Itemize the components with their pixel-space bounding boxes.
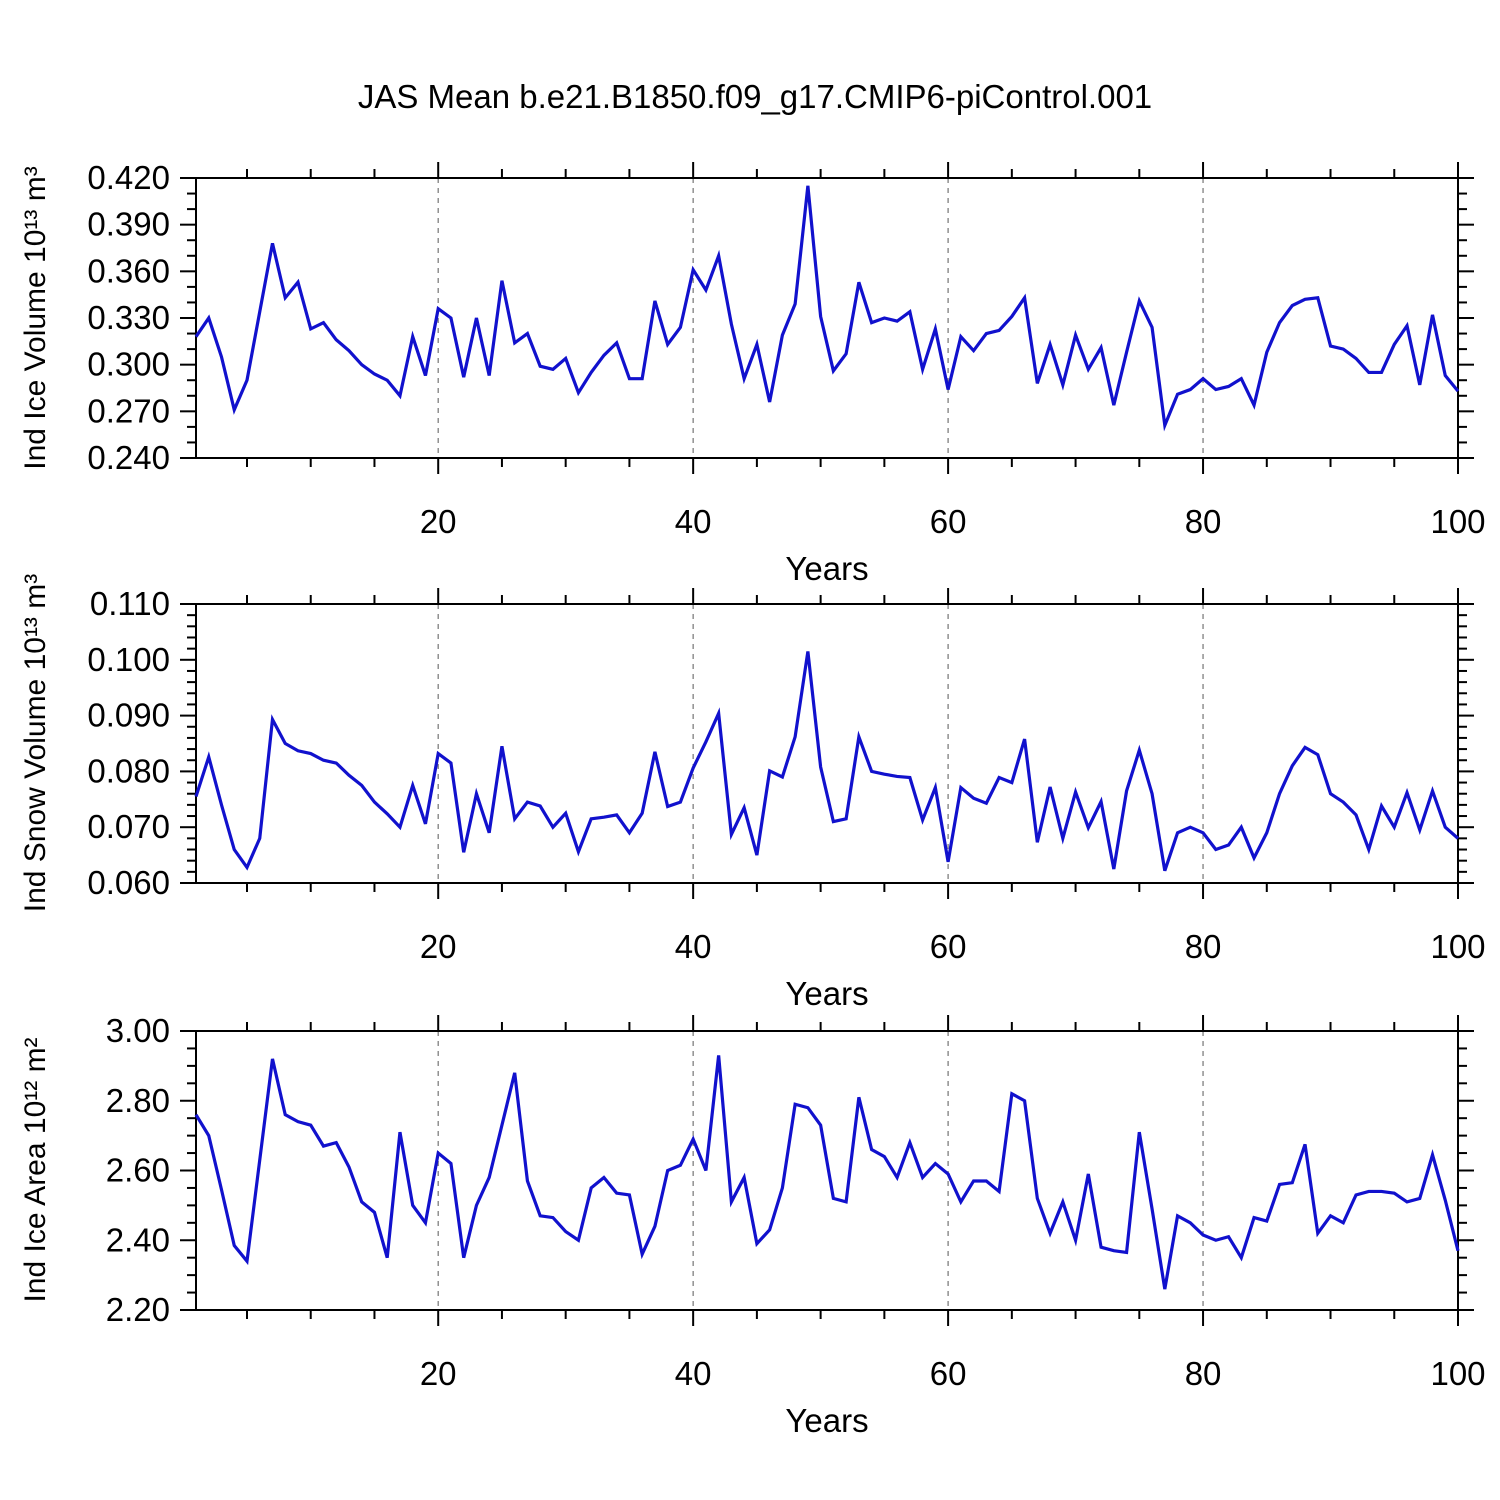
panel-3-series-line [194, 1055, 1460, 1290]
panel-2-series-line [194, 651, 1460, 872]
panel-1-x-axis-label: Years [785, 550, 869, 587]
panel-2-plot: 20 40 60 80 100 0.060 0.070 0.080 0.090 0.100 0.11… [87, 585, 1485, 965]
panel-1-y-tick-label-0.360: 0.360 [87, 252, 170, 289]
panel-1-y-tick-label-0.390: 0.390 [87, 206, 170, 243]
panel-2-x-tick-label-100: 100 [1430, 928, 1485, 965]
chart-title: JAS Mean b.e21.B1850.f09_g17.CMIP6-piCon… [357, 78, 1153, 115]
panel-2-x-tick-label-40: 40 [675, 928, 712, 965]
panel-2-x-tick-label-80: 80 [1185, 928, 1222, 965]
panel-3-x-tick-label-60: 60 [930, 1355, 967, 1392]
panel-1-y-tick-label-0.330: 0.330 [87, 299, 170, 336]
panel-3-y-tick-label-3.00: 3.00 [106, 1012, 170, 1049]
panel-2-y-tick-label-0.110: 0.110 [90, 585, 170, 622]
panel-2-y-tick-label-0.100: 0.100 [87, 641, 170, 678]
panel-3-x-tick-label-20: 20 [420, 1355, 457, 1392]
panel-3-x-tick-label-40: 40 [675, 1355, 712, 1392]
panel-1-x-tick-label-20: 20 [420, 503, 457, 540]
panel-2-x-axis-label: Years [785, 975, 869, 1012]
panel-3-x-axis-label: Years [785, 1402, 869, 1439]
panel-3-plot: 20 40 60 80 100 2.20 2.40 2.60 2.80 3.00 [106, 1012, 1486, 1392]
panel-2-x-tick-label-20: 20 [420, 928, 457, 965]
panel-3-y-tick-label-2.60: 2.60 [106, 1152, 170, 1189]
panel-1-y-tick-label-0.270: 0.270 [87, 392, 170, 429]
panel-3-x-tick-label-80: 80 [1185, 1355, 1222, 1392]
panel-2-x-tick-label-60: 60 [930, 928, 967, 965]
panel-3-y-tick-label-2.40: 2.40 [106, 1221, 170, 1258]
panel-1-y-tick-label-0.240: 0.240 [87, 439, 170, 476]
panel-2-y-tick-label-0.080: 0.080 [87, 752, 170, 789]
panel-1-y-tick-label-0.300: 0.300 [87, 346, 170, 383]
panel-1-plot: 20 40 60 80 100 0.240 0.270 0.300 0.330 0.360 0.39… [87, 159, 1485, 540]
panel-2-frame [195, 603, 1459, 884]
panel-1-y-tick-label-0.420: 0.420 [87, 159, 170, 196]
panel-1-x-tick-label-80: 80 [1185, 503, 1222, 540]
panel-1-x-tick-label-40: 40 [675, 503, 712, 540]
panel-3-y-tick-label-2.80: 2.80 [106, 1082, 170, 1119]
panel-3-y-tick-label-2.20: 2.20 [106, 1291, 170, 1328]
panel-1-x-tick-label-100: 100 [1430, 503, 1485, 540]
panel-2-y-tick-label-0.070: 0.070 [87, 808, 170, 845]
panel-2-y-tick-label-0.060: 0.060 [87, 864, 170, 901]
panel-2-y-tick-label-0.090: 0.090 [87, 697, 170, 734]
panel-1-frame [195, 177, 1459, 459]
panel-1-x-tick-label-60: 60 [930, 503, 967, 540]
panel-1-series-line [194, 185, 1460, 432]
panel-3-x-tick-label-100: 100 [1430, 1355, 1485, 1392]
